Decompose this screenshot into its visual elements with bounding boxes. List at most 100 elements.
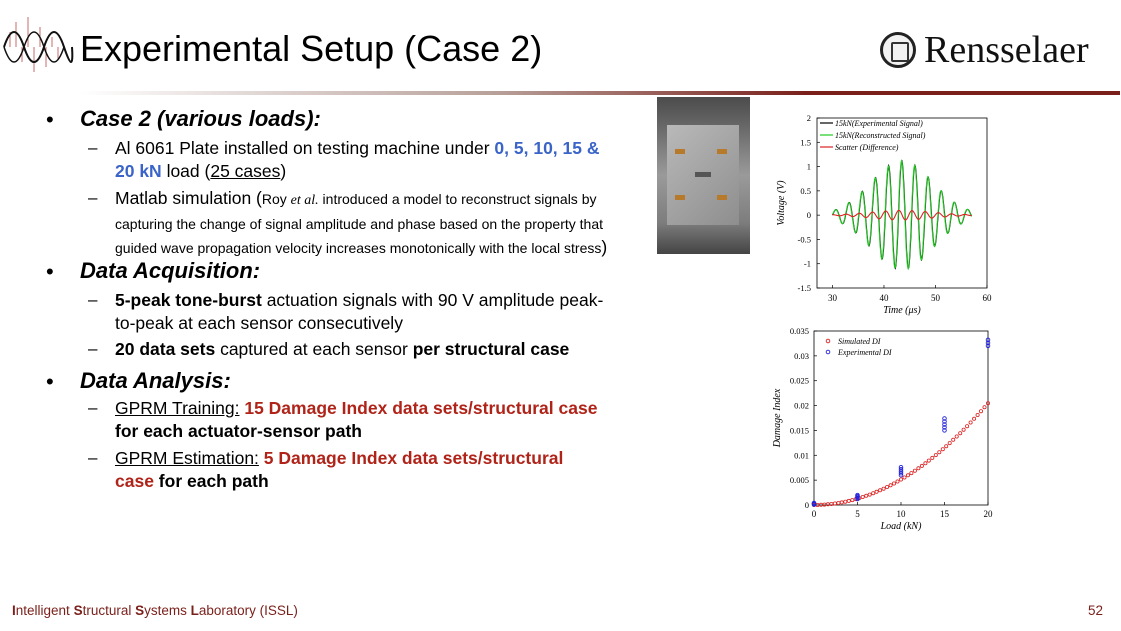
y-tick-label: 0.5 [800,186,811,196]
sensor [717,195,727,200]
simulated-point [937,450,942,455]
legend-label: Experimental DI [837,348,892,357]
list-item: Matlab simulation (Roy et al. introduced… [115,188,608,257]
y-axis-label: Damage Index [772,388,783,448]
simulated-point [944,444,949,449]
page-title: Experimental Setup (Case 2) [80,28,543,69]
simulated-point [909,471,914,476]
simulated-point [972,416,977,421]
simulated-point [954,434,959,439]
legend-label: Simulated DI [838,337,881,346]
dash-marker: – [88,138,98,157]
dash-marker: – [88,188,98,207]
simulated-point [968,420,973,425]
experimental-point [985,337,991,343]
x-tick-label: 15 [940,509,950,519]
y-tick-label: 0.03 [794,351,809,361]
legend-label: 15kN(Reconstructed Signal) [835,131,926,140]
bullet-heading-case2: Case 2 (various loads): [80,106,321,131]
x-tick-label: 20 [984,509,994,519]
simulated-point [947,441,952,446]
experimental-point [942,422,947,427]
list-item: GPRM Training: 15 Damage Index data sets… [115,398,598,441]
simulated-point [839,500,844,505]
simulated-point [978,409,983,414]
bullet-dot: • [46,107,54,132]
simulated-point [912,468,917,473]
test-setup-photo [657,97,750,254]
experimental-point [985,340,991,346]
sensor [695,172,711,177]
simulated-point [940,447,945,452]
page-number: 52 [1088,603,1104,618]
list-item: GPRM Estimation: 5 Damage Index data set… [115,448,564,491]
simulated-point [905,473,910,478]
simulated-point [850,498,855,503]
sensor [675,195,685,200]
simulated-point [951,437,956,442]
signal-chart: 30 40 50 60 2 1.5 1 0.5 0 -0.5 -1 -1.5 Time (μs) Volt… [776,113,992,316]
x-tick-label: 5 [855,509,860,519]
simulated-point [923,461,928,466]
simulated-point [874,489,879,494]
waveform-icon [3,17,74,72]
experimental-point [898,466,904,472]
y-tick-label: 1 [807,162,811,172]
y-tick-label: 0.025 [790,376,809,386]
x-tick-label: 30 [828,293,838,303]
simulated-point [919,463,924,468]
simulated-point [982,405,987,410]
bullet-dot: • [46,369,54,394]
simulated-point [888,483,893,488]
simulated-point [985,401,990,406]
list-item: 5-peak tone-burst actuation signals with… [115,290,604,333]
simulated-point [975,413,980,418]
legend: Simulated DI Experimental DI [825,337,892,357]
experimental-point [942,416,947,421]
brand-logo: Rensselaer [880,29,1110,71]
dash-marker: – [88,398,98,417]
damage-index-chart: 0 5 10 15 20 0.035 0.03 0.025 0.02 0.015 0.01 0.005… [772,326,994,532]
brand-name: Rensselaer [924,29,1089,71]
series-line-1 [831,159,973,271]
legend-label: Scatter (Difference) [835,143,899,152]
legend-swatch [825,349,831,355]
simulated-point [902,475,907,480]
x-tick-label: 40 [879,293,889,303]
simulated-point [898,477,903,482]
legend-swatch [825,338,831,344]
simulated-point [916,466,921,471]
simulated-point [892,481,897,486]
y-tick-label: -0.5 [798,234,811,244]
sensor [717,149,727,154]
experimental-point [942,425,947,430]
experimental-point [985,343,991,349]
simulated-point [965,424,970,429]
experimental-point [898,464,904,470]
experimental-point [855,492,860,498]
simulated-point [871,491,876,496]
legend-label: 15kN(Experimental Signal) [835,119,923,128]
simulated-point [895,479,900,484]
plot-frame [816,117,988,289]
x-axis-label: Time (μs) [883,305,921,316]
dash-marker: – [88,448,98,467]
y-tick-label: 0 [807,210,811,220]
bullet-heading-analysis: Data Analysis: [80,368,231,393]
simulated-point [846,498,851,503]
y-tick-label: 0.01 [794,450,809,460]
title-divider [80,91,1120,95]
rensselaer-seal-icon [880,32,916,68]
y-tick-label: -1 [804,259,811,269]
x-tick-label: 0 [812,509,817,519]
bullet-dot: • [46,259,54,284]
y-tick-label: 0.02 [794,401,809,411]
x-tick-label: 10 [897,509,907,519]
legend: 15kN(Experimental Signal) 15kN(Reconstruc… [820,119,926,152]
y-tick-label: 2 [807,113,811,123]
dash-marker: – [88,290,98,309]
simulated-point [843,499,848,504]
simulated-point [961,427,966,432]
x-tick-label: 50 [931,293,941,303]
simulated-point [885,484,890,489]
